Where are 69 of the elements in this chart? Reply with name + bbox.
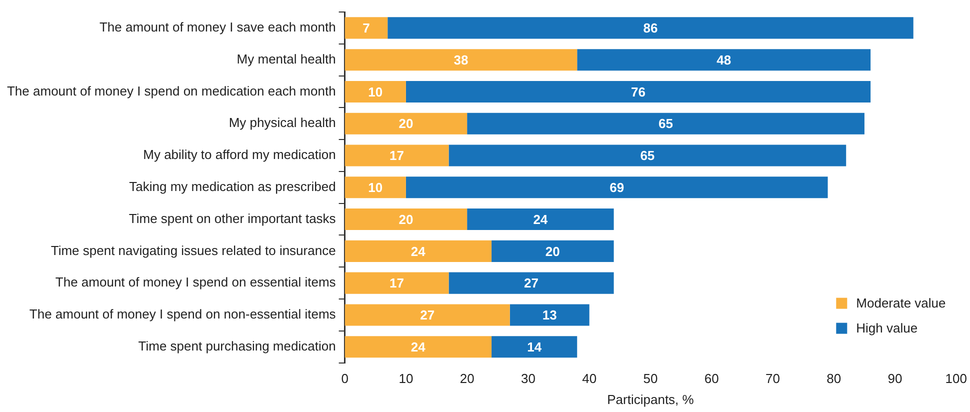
y-tick-label: Time spent on other important tasks [128,210,336,226]
bar [492,240,614,262]
x-tick-label: 10 [398,371,414,386]
bar [467,208,614,230]
data-label: 24 [533,212,548,227]
data-label: 17 [390,148,404,164]
bar [510,304,590,326]
y-tick-label: Time spent purchasing medication [138,338,336,354]
bar [344,208,468,230]
data-label: 86 [643,20,658,36]
y-tick-label: My ability to afford my medication [143,147,336,162]
bar [344,240,492,262]
data-label: 7 [362,20,370,36]
y-tick-label: Taking my medication as prescribed [129,178,336,194]
bar [467,112,864,134]
data-label: 48 [716,52,732,68]
y-tick-label: The amount of money I spend on non-essential items [29,306,336,322]
data-label: 69 [610,180,624,195]
bar [344,176,406,198]
x-tick-label: 80 [826,371,842,386]
data-label: 65 [658,116,673,132]
y-tick-label: My physical health [228,115,336,130]
bar [344,80,406,102]
bar [344,272,449,294]
bar [492,336,578,358]
legend-label: Moderate value [856,295,946,310]
data-label: 20 [398,212,414,227]
data-label: 14 [527,339,542,354]
data-label: 10 [368,84,383,100]
data-label: 20 [398,116,414,132]
data-label: 27 [524,276,539,291]
x-tick-label: 60 [704,371,719,386]
x-tick-label: 50 [643,371,658,386]
x-tick-label: 0 [341,371,348,386]
bar [344,49,578,71]
data-label: 76 [631,84,646,100]
bar [344,112,468,134]
x-tick-label: 30 [520,371,536,386]
bar [388,17,914,39]
data-label: 10 [368,180,383,195]
y-tick-label: The amount of money I spend on medication each month [6,83,336,98]
data-label: 65 [640,148,655,164]
y-tick-label: The amount of money I spend on essential items [55,274,336,290]
legend-label: High value [856,320,918,336]
bar [448,272,614,294]
data-label: 38 [454,52,468,68]
x-tick-label: 100 [945,371,968,386]
y-tick-label: The amount of money I save each month [99,20,336,35]
bar [406,176,828,198]
data-label: 13 [542,308,557,323]
data-label: 27 [420,308,435,323]
bar [344,304,510,326]
data-label: 17 [390,276,404,291]
x-tick-label: 20 [460,371,474,386]
bar [577,49,871,71]
x-tick-label: 40 [582,371,597,386]
data-label: 24 [410,339,426,354]
data-label: 24 [410,244,426,259]
x-tick-label: 70 [766,371,780,386]
bar [344,144,449,166]
bar [344,336,492,358]
data-label: 20 [545,244,560,259]
bar [344,17,388,39]
y-tick-label: Time spent navigating issues related to insurance [50,242,336,258]
y-tick-label: My mental health [236,51,336,66]
x-axis-title: Participants, % [607,392,694,407]
bar [406,80,871,102]
x-tick-label: 90 [888,371,902,386]
bar [448,144,846,166]
